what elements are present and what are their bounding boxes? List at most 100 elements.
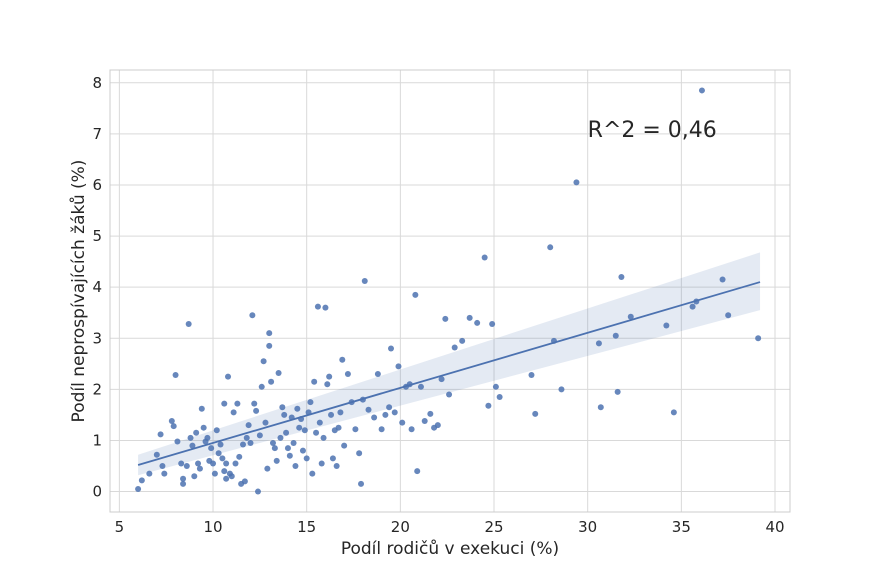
data-point bbox=[253, 407, 260, 414]
data-point bbox=[157, 431, 164, 438]
data-point bbox=[219, 455, 226, 462]
data-point bbox=[341, 442, 348, 449]
data-point bbox=[243, 434, 250, 441]
data-point bbox=[198, 405, 205, 412]
data-point bbox=[698, 87, 705, 94]
data-point bbox=[670, 409, 677, 416]
data-point bbox=[382, 411, 389, 418]
data-point bbox=[161, 470, 168, 477]
data-point bbox=[189, 442, 196, 449]
data-point bbox=[496, 394, 503, 401]
data-point bbox=[215, 450, 222, 457]
data-point bbox=[725, 312, 732, 319]
data-point bbox=[290, 440, 297, 447]
data-point bbox=[361, 278, 368, 285]
x-tick-label: 15 bbox=[297, 518, 316, 536]
data-point bbox=[266, 330, 273, 337]
data-point bbox=[260, 358, 267, 365]
data-point bbox=[612, 332, 619, 339]
data-point bbox=[451, 344, 458, 351]
data-point bbox=[339, 356, 346, 363]
data-point bbox=[446, 391, 453, 398]
data-point bbox=[221, 468, 228, 475]
data-point bbox=[232, 460, 239, 467]
data-point bbox=[474, 319, 481, 326]
data-point bbox=[314, 303, 321, 310]
data-point bbox=[174, 438, 181, 445]
data-point bbox=[283, 429, 290, 436]
data-point bbox=[489, 320, 496, 327]
data-point bbox=[618, 273, 625, 280]
data-point bbox=[558, 386, 565, 393]
data-point bbox=[262, 419, 269, 426]
data-point bbox=[371, 414, 378, 421]
data-point bbox=[335, 424, 342, 431]
data-point bbox=[281, 411, 288, 418]
data-point bbox=[313, 429, 320, 436]
y-tick-label: 5 bbox=[92, 227, 102, 245]
data-point bbox=[434, 422, 441, 429]
data-point bbox=[153, 451, 160, 458]
data-point bbox=[200, 424, 207, 431]
data-point bbox=[481, 254, 488, 261]
y-axis-ticks: 0 1 2 3 4 5 6 7 8 bbox=[92, 74, 102, 501]
data-point bbox=[251, 400, 258, 407]
data-point bbox=[365, 406, 372, 413]
y-tick-label: 1 bbox=[92, 431, 102, 449]
data-point bbox=[399, 419, 406, 426]
data-point bbox=[269, 440, 276, 447]
data-point bbox=[268, 378, 275, 385]
data-point bbox=[301, 427, 308, 434]
data-point bbox=[273, 457, 280, 464]
data-point bbox=[211, 470, 218, 477]
data-point bbox=[254, 488, 261, 495]
data-point bbox=[225, 373, 232, 380]
data-point bbox=[532, 410, 539, 417]
r-squared-annotation: R^2 = 0,46 bbox=[588, 118, 717, 143]
data-point bbox=[318, 460, 325, 467]
data-point bbox=[159, 463, 166, 470]
data-point bbox=[204, 434, 211, 441]
data-point bbox=[395, 363, 402, 370]
data-point bbox=[185, 320, 192, 327]
data-point bbox=[309, 470, 316, 477]
data-point bbox=[387, 345, 394, 352]
data-point bbox=[412, 291, 419, 298]
data-point bbox=[294, 405, 301, 412]
data-point bbox=[547, 244, 554, 251]
data-point bbox=[138, 477, 145, 484]
y-tick-label: 2 bbox=[92, 380, 102, 398]
data-point bbox=[271, 445, 278, 452]
data-point bbox=[135, 486, 142, 493]
data-point bbox=[374, 371, 381, 378]
data-point bbox=[485, 402, 492, 409]
data-point bbox=[180, 475, 187, 482]
data-point bbox=[193, 429, 200, 436]
data-point bbox=[352, 426, 359, 433]
data-point bbox=[240, 441, 247, 448]
data-point bbox=[324, 381, 331, 388]
data-point bbox=[438, 376, 445, 383]
data-point bbox=[689, 303, 696, 310]
data-point bbox=[245, 422, 252, 429]
data-point bbox=[213, 427, 220, 434]
data-point bbox=[427, 410, 434, 417]
data-point bbox=[316, 419, 323, 426]
data-point bbox=[311, 378, 318, 385]
data-point bbox=[170, 423, 177, 430]
data-point bbox=[573, 179, 580, 186]
data-point bbox=[236, 453, 243, 460]
x-tick-label: 10 bbox=[203, 518, 222, 536]
data-point bbox=[333, 463, 340, 470]
data-point bbox=[241, 478, 248, 485]
data-point bbox=[492, 383, 499, 390]
data-point bbox=[223, 475, 230, 482]
data-point bbox=[755, 335, 762, 342]
data-point bbox=[386, 404, 393, 411]
data-point bbox=[210, 460, 217, 467]
y-tick-label: 0 bbox=[92, 483, 102, 501]
data-point bbox=[258, 383, 265, 390]
data-point bbox=[322, 304, 329, 311]
data-point bbox=[528, 372, 535, 379]
x-tick-label: 25 bbox=[484, 518, 503, 536]
